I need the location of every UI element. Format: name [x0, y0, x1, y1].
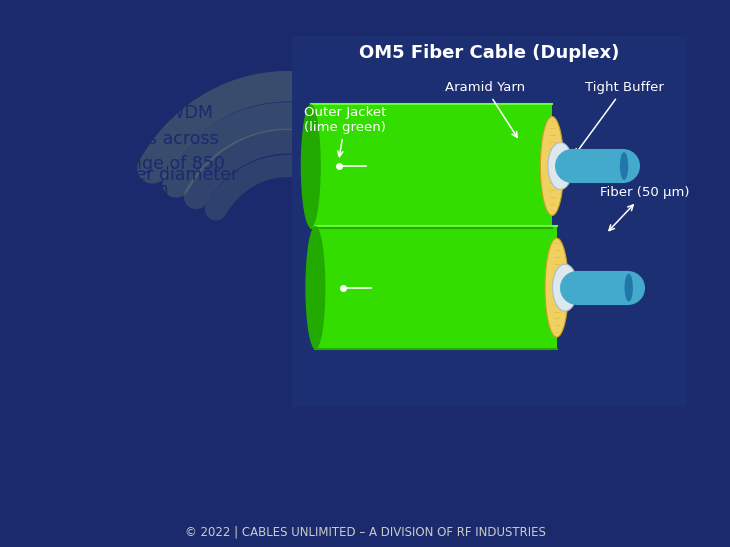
Text: higher price tag but
offers higher bandwidth: higher price tag but offers higher bandw…	[79, 360, 288, 404]
Text: OM5 Fiber Cable (Duplex): OM5 Fiber Cable (Duplex)	[359, 44, 620, 62]
Text: •: •	[58, 360, 68, 379]
FancyBboxPatch shape	[292, 36, 687, 408]
Ellipse shape	[625, 274, 633, 301]
Ellipse shape	[540, 117, 564, 216]
Text: Fiber (50 μm): Fiber (50 μm)	[600, 186, 690, 230]
Ellipse shape	[301, 104, 320, 228]
Text: •: •	[58, 166, 68, 184]
Text: Tight Buffer: Tight Buffer	[575, 81, 664, 154]
Text: can handle at
least four WDM
channels across
the range of 850
to 950 nm: can handle at least four WDM channels ac…	[79, 78, 225, 199]
Ellipse shape	[620, 152, 629, 180]
Text: Outer Jacket
(lime green): Outer Jacket (lime green)	[304, 106, 387, 156]
Ellipse shape	[548, 142, 573, 189]
Ellipse shape	[553, 264, 577, 311]
Ellipse shape	[305, 226, 326, 350]
Text: uses laser-optimized
multimode (LOMMF)
transmission: uses laser-optimized multimode (LOMMF) t…	[79, 266, 259, 335]
Text: Aramid Yarn: Aramid Yarn	[445, 81, 526, 137]
Ellipse shape	[545, 238, 569, 337]
Text: OM5 Fiber Comparison: OM5 Fiber Comparison	[153, 42, 580, 74]
Text: •: •	[58, 266, 68, 284]
Text: © 2022 | CABLES UNLIMITED – A DIVISION OF RF INDUSTRIES: © 2022 | CABLES UNLIMITED – A DIVISION O…	[185, 525, 545, 538]
Bar	[315, 226, 557, 350]
Text: the fiber diameter
at 50 μm: the fiber diameter at 50 μm	[79, 166, 238, 210]
Text: •: •	[58, 78, 68, 96]
Bar	[311, 104, 552, 228]
